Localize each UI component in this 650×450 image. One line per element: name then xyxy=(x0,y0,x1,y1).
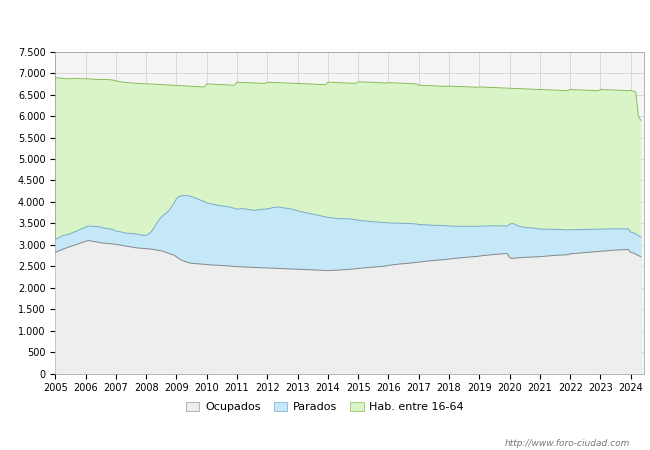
Text: Premià de Dalt  -  Evolucion de la poblacion en edad de Trabajar Mayo de 2024: Premià de Dalt - Evolucion de la poblaci… xyxy=(92,15,558,28)
Legend: Ocupados, Parados, Hab. entre 16-64: Ocupados, Parados, Hab. entre 16-64 xyxy=(182,398,468,417)
Text: http://www.foro-ciudad.com: http://www.foro-ciudad.com xyxy=(505,439,630,448)
